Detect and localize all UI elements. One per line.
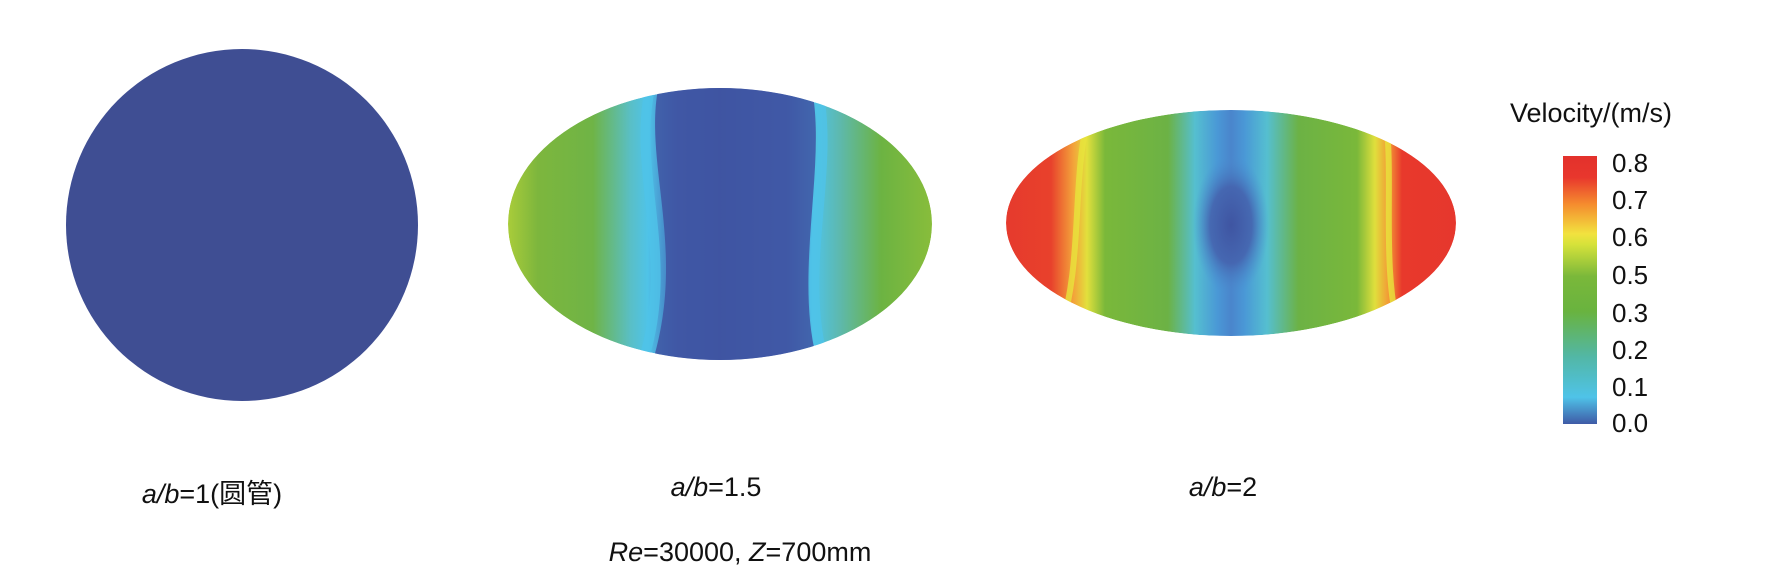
colorbar-tick: 0.8: [1612, 148, 1649, 178]
condition-caption: Re=30000, Z=700mm: [608, 537, 872, 567]
colorbar-tick: 0.7: [1612, 185, 1649, 215]
contour-circle-ab1: [66, 49, 418, 401]
colorbar-tick: 0.1: [1612, 372, 1649, 402]
colorbar: [1563, 156, 1597, 424]
colorbar-tick: 0.2: [1612, 335, 1649, 365]
caption-ellipse-2: a/b=2: [1188, 472, 1258, 502]
colorbar-tick: 0.3: [1612, 298, 1649, 328]
caption-ellipse-1-5: a/b=1.5: [670, 472, 762, 502]
colorbar-title: Velocity/(m/s): [1510, 98, 1673, 128]
contour-ellipse-ab2: [1006, 110, 1456, 336]
colorbar-tick: 0.6: [1612, 222, 1649, 252]
caption-circle: a/b=1(圆管): [141, 479, 283, 509]
colorbar-tick: 0.0: [1612, 408, 1649, 438]
colorbar-tick: 0.5: [1612, 260, 1649, 290]
contour-ellipse-ab1-5: [508, 88, 932, 360]
